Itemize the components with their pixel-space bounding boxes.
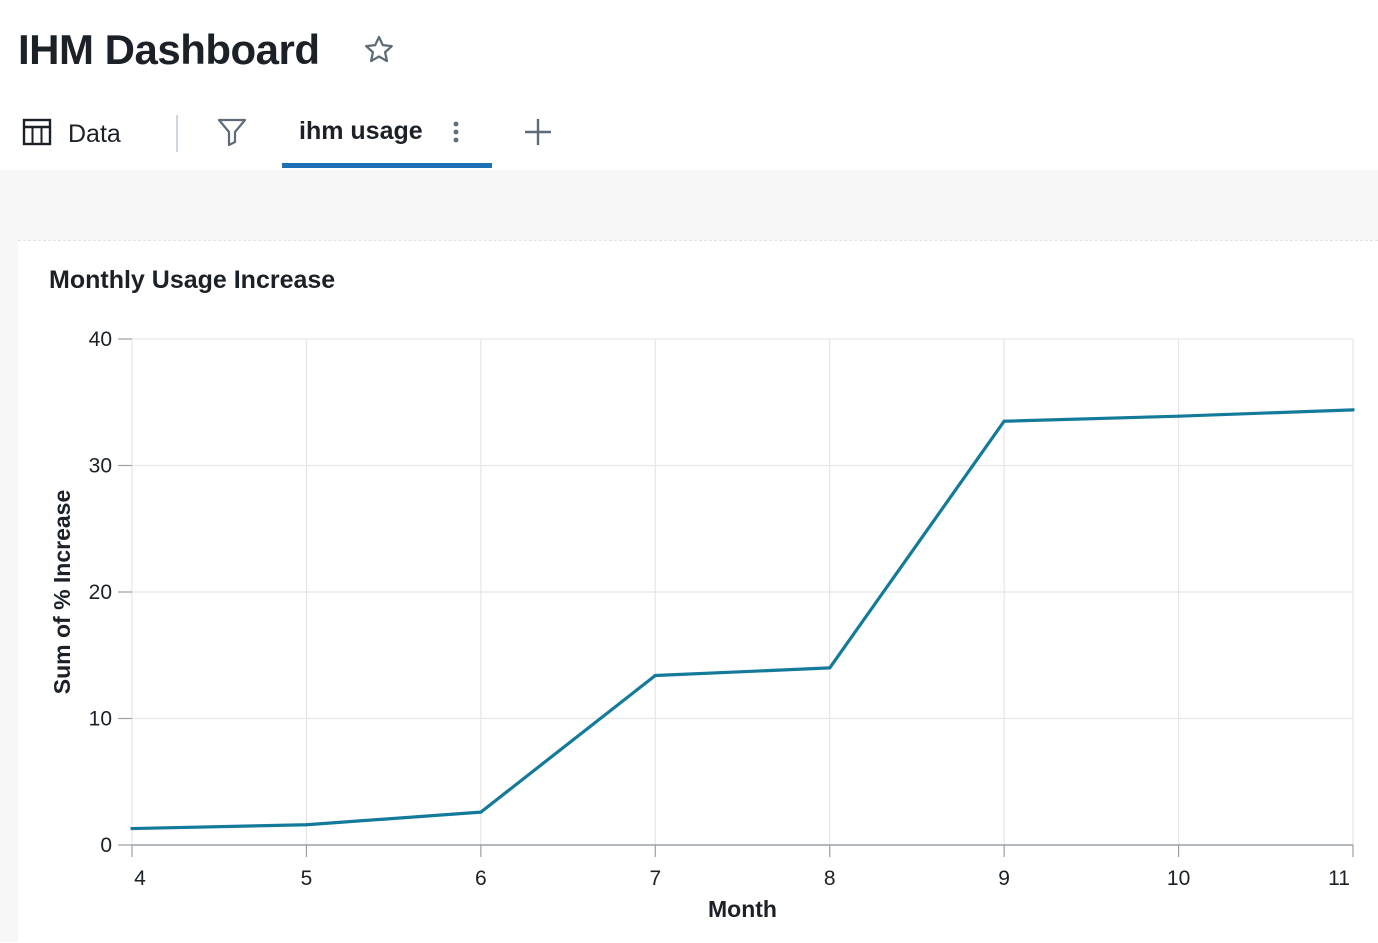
data-point <box>1351 408 1355 412</box>
plus-icon <box>522 116 554 153</box>
data-point <box>304 823 309 827</box>
x-tick-label: 4 <box>134 867 146 890</box>
x-tick-label: 10 <box>1167 867 1190 890</box>
y-tick-label: 20 <box>89 581 112 604</box>
x-tick-label: 8 <box>824 867 836 890</box>
series <box>130 408 1355 831</box>
grid <box>131 338 1354 845</box>
tab-ihm-usage[interactable]: ihm usage <box>282 100 492 168</box>
favorite-star-icon[interactable] <box>362 33 396 67</box>
x-tick-label: 6 <box>475 867 487 890</box>
x-axis-title: Month <box>708 896 777 922</box>
data-point <box>479 810 483 814</box>
x-tick-label: 5 <box>301 867 313 890</box>
x-tick-label: 7 <box>649 867 661 890</box>
dashboard-tabs: Data ihm usage <box>16 100 1378 172</box>
tab-ihm-usage-label: ihm usage <box>299 117 423 145</box>
data-point <box>653 673 657 678</box>
filter-icon <box>216 116 248 153</box>
data-point <box>828 666 832 670</box>
data-point <box>1176 414 1181 418</box>
tab-data-label: Data <box>68 119 121 148</box>
y-axis-title: Sum of % Increase <box>49 490 75 695</box>
data-point <box>1002 419 1006 423</box>
y-tick-label: 30 <box>89 455 112 478</box>
y-tick-label: 0 <box>100 834 112 857</box>
tab-divider <box>176 115 178 152</box>
more-options-icon[interactable] <box>449 119 463 145</box>
axes: 0 10 20 30 40 4 5 6 7 8 9 10 11 <box>89 328 1354 890</box>
y-tick-label: 40 <box>89 328 112 351</box>
page-title: IHM Dashboard <box>18 26 320 73</box>
x-tick-label: 11 <box>1328 867 1350 890</box>
x-tick-label: 9 <box>998 867 1010 890</box>
data-point <box>130 826 134 831</box>
dashboard-header: IHM Dashboard Data <box>0 0 1378 172</box>
table-icon <box>22 118 52 151</box>
add-tab-button[interactable] <box>522 100 562 168</box>
y-tick-label: 10 <box>89 708 112 731</box>
widget-title: Monthly Usage Increase <box>49 266 336 294</box>
series-line <box>130 408 1355 831</box>
filter-tab[interactable] <box>216 100 256 168</box>
tab-data[interactable]: Data <box>22 100 162 168</box>
